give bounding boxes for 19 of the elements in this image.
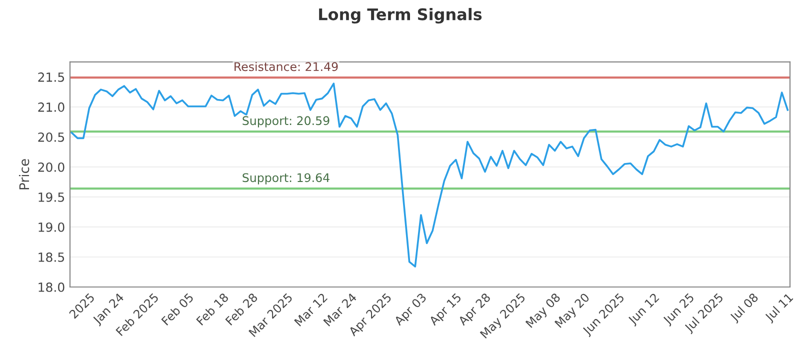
y-tick-label: 18.0	[38, 282, 64, 292]
y-tick-label: 19.0	[38, 222, 64, 232]
ref-line-label: Support: 19.64	[242, 173, 330, 184]
y-tick-label: 18.5	[38, 252, 64, 262]
x-tick-label: Apr 03	[393, 292, 428, 328]
y-tick-label: 21.5	[38, 72, 64, 82]
y-tick-label: 19.5	[38, 192, 64, 202]
x-tick-label: Feb 05	[160, 292, 194, 326]
y-tick-label: 21.0	[38, 102, 64, 112]
x-tick-label: Jul 11	[764, 292, 795, 324]
ref-line-label: Resistance: 21.49	[234, 62, 338, 72]
chart-title: Long Term Signals	[319, 8, 482, 24]
ref-line-label: Support: 20.59	[242, 116, 330, 128]
x-tick-label: Jul 08	[728, 292, 760, 324]
y-axis-title: Price	[18, 159, 30, 190]
y-tick-label: 20.5	[38, 132, 64, 142]
line-series	[70, 82, 789, 268]
x-tick-label: Jun 12	[627, 292, 661, 327]
y-tick-label: 20.0	[38, 162, 64, 172]
